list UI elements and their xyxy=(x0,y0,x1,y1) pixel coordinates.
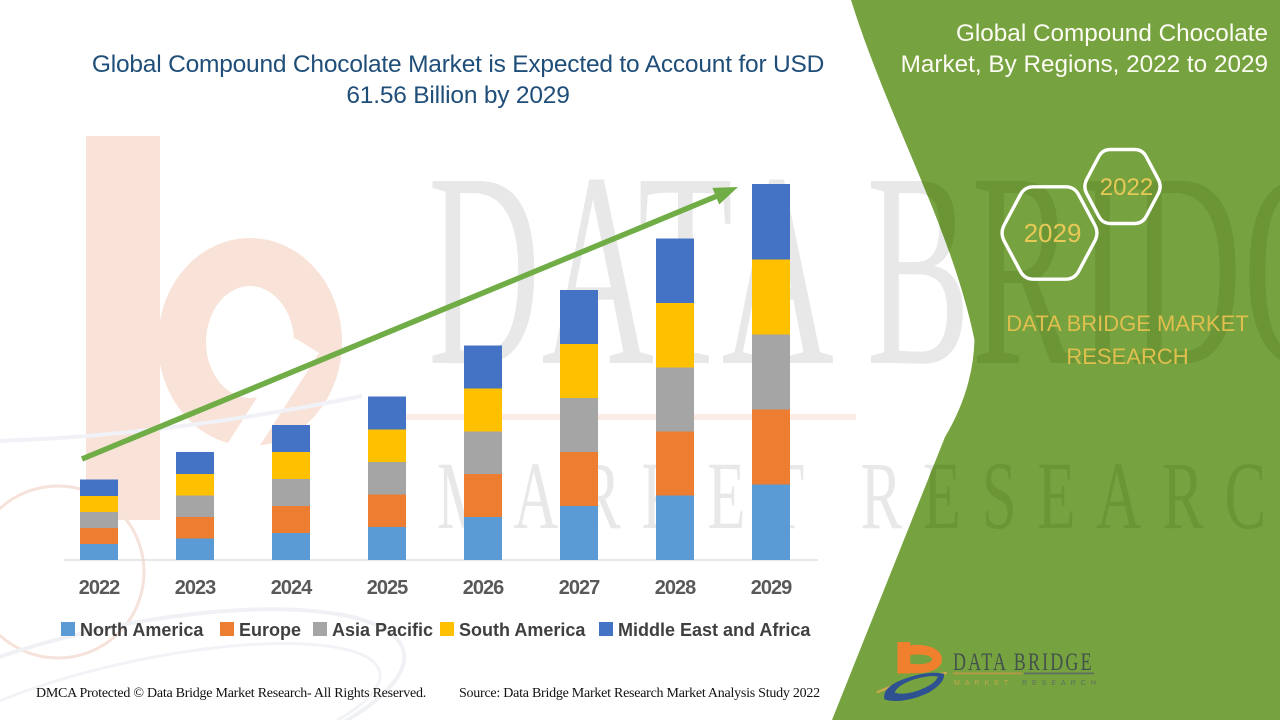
svg-text:RESEARCH: RESEARCH xyxy=(1022,680,1101,687)
svg-text:MARKET: MARKET xyxy=(954,680,1013,687)
svg-text:DATA BRIDGE: DATA BRIDGE xyxy=(953,648,1094,676)
